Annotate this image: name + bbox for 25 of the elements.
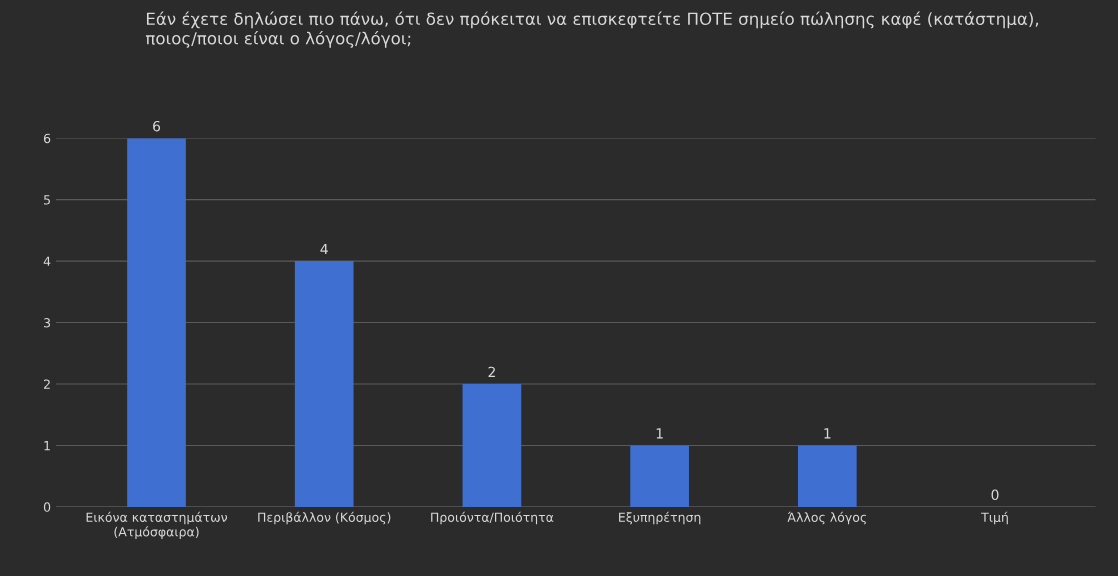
y-tick-label: 2 bbox=[44, 379, 50, 389]
chart-title: Εάν έχετε δηλώσει πιο πάνω, ότι δεν πρόκειται να επισκεφτείτε ΠΟΤΕ σημείο πώλησης καφέ (κατάστημα), ποιος/ποιοι είναι ο λόγος/λόγοι; bbox=[145, 11, 1039, 48]
data-label: 6 bbox=[153, 120, 161, 132]
data-label: 4 bbox=[320, 243, 328, 255]
bar bbox=[797, 445, 857, 507]
y-tick-label: 6 bbox=[43, 133, 51, 144]
x-tick-label: Εικόνα καταστημάτων (Ατμόσφαιρα) bbox=[86, 511, 228, 539]
bar bbox=[127, 138, 186, 507]
bar bbox=[294, 261, 354, 507]
y-tick-label: 1 bbox=[44, 441, 50, 451]
x-tick-label: Προιόντα/Ποιότητα bbox=[431, 511, 554, 525]
y-tick-label: 5 bbox=[44, 195, 50, 205]
bar bbox=[462, 384, 522, 507]
x-tick-label: Τιμή bbox=[981, 511, 1008, 525]
data-label: 1 bbox=[824, 428, 831, 439]
x-tick-label: Περιβάλλον (Κόσμος) bbox=[258, 511, 391, 525]
data-label: 1 bbox=[656, 428, 663, 439]
y-tick-label: 3 bbox=[44, 318, 51, 328]
data-label: 0 bbox=[991, 489, 999, 501]
y-tick-label: 4 bbox=[43, 256, 51, 266]
y-tick-label: 0 bbox=[43, 502, 51, 512]
x-tick-label: Εξυπηρέτηση bbox=[619, 511, 701, 525]
x-tick-label: Άλλος λόγος bbox=[787, 511, 866, 525]
data-label: 2 bbox=[488, 366, 495, 377]
bar bbox=[630, 445, 689, 507]
